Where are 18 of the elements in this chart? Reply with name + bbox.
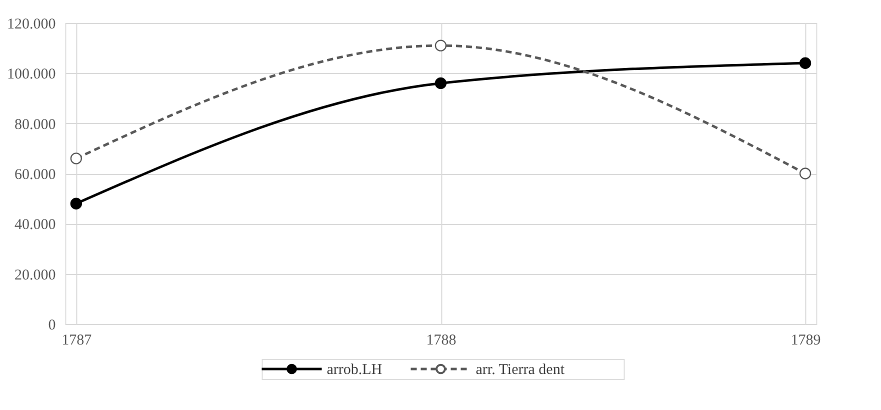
y-tick-label: 60.000	[14, 167, 56, 183]
y-tick-label: 80.000	[14, 116, 56, 133]
x-tick-label: 1787	[62, 332, 92, 348]
point	[434, 40, 447, 52]
y-tick-label: 20.000	[14, 267, 56, 284]
point	[799, 168, 812, 180]
legend-label: arr. Tierra dent	[476, 362, 566, 378]
point	[799, 57, 812, 69]
x-tick-label: 1789	[790, 332, 821, 348]
y-tick-label: 40.000	[14, 217, 56, 234]
legend-label: arrob.LH	[326, 362, 382, 378]
point	[70, 152, 82, 164]
y-tick-label: 120.000	[6, 16, 56, 32]
x-tick-label: 1788	[426, 332, 456, 348]
y-tick-label: 0	[48, 318, 56, 334]
point	[70, 198, 82, 210]
point	[434, 77, 447, 90]
y-tick-label: 100.000	[6, 66, 56, 83]
